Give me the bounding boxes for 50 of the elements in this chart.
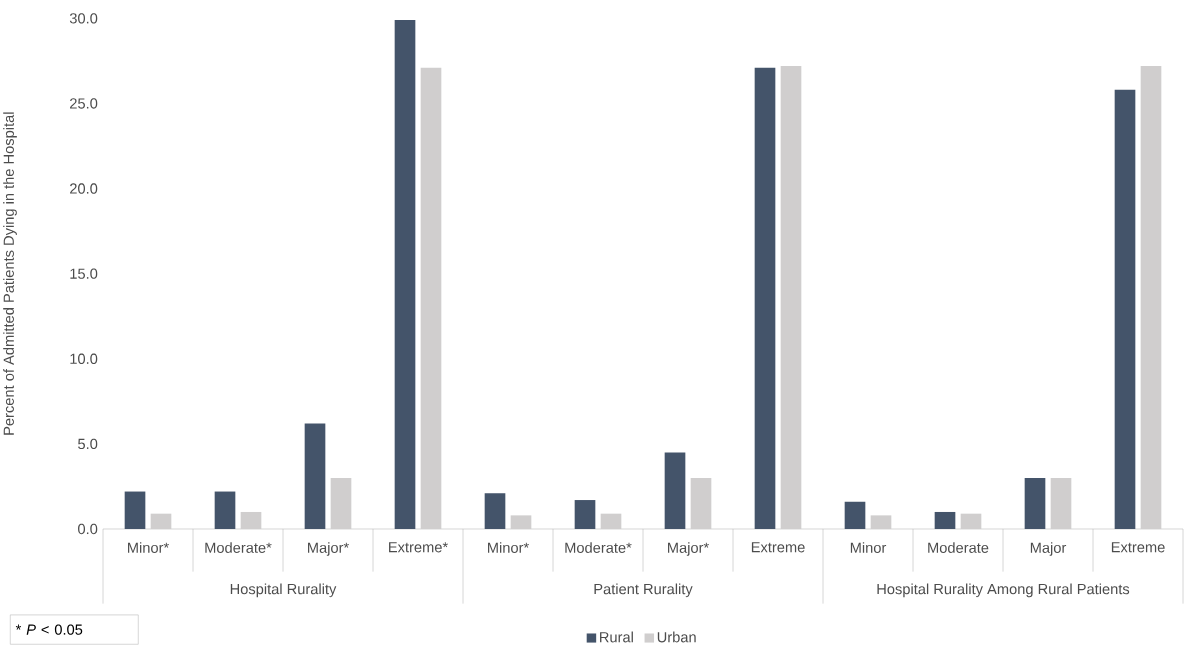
bar xyxy=(1024,477,1046,529)
bar xyxy=(420,67,442,529)
bar xyxy=(484,493,506,529)
y-tick-label: 20.0 xyxy=(70,183,98,194)
bar xyxy=(1140,65,1162,529)
x-tick-label: Major* xyxy=(308,542,349,556)
y-tick-label: 15.0 xyxy=(70,268,98,279)
text: *P < 0.05 xyxy=(15,624,83,635)
x-tick-label: Minor xyxy=(850,542,887,553)
bar xyxy=(690,477,712,529)
text: Hospital Rurality Among Rural Patients xyxy=(877,583,1130,598)
bar xyxy=(780,65,802,529)
bar xyxy=(870,515,892,529)
bar xyxy=(574,500,596,529)
x-tick-label: Major xyxy=(1030,542,1067,556)
y-tick-label: 5.0 xyxy=(78,438,98,450)
bar xyxy=(330,477,352,529)
x-tick-label: Minor* xyxy=(488,542,529,553)
bar xyxy=(394,20,416,529)
bar xyxy=(124,491,146,529)
x-tick-label: Extreme xyxy=(1111,542,1165,553)
bar xyxy=(664,452,686,529)
text: Patient Rurality xyxy=(594,583,693,598)
y-axis-title: Percent of Admitted Patients Dying in the Hospital xyxy=(3,112,17,435)
legend-label: Urban xyxy=(657,631,696,643)
y-tick-label: 25.0 xyxy=(70,98,98,109)
bar xyxy=(960,513,982,529)
bar xyxy=(510,515,532,529)
bar xyxy=(754,67,776,529)
bar xyxy=(1114,89,1136,529)
x-tick-label: Moderate xyxy=(928,542,989,553)
bar xyxy=(214,491,236,529)
bar xyxy=(844,501,866,529)
text: Hospital Rurality xyxy=(230,583,337,598)
y-tick-label: 30.0 xyxy=(69,13,98,24)
x-tick-label: Extreme* xyxy=(389,542,448,553)
x-tick-label: Extreme xyxy=(751,542,805,553)
bar xyxy=(934,511,956,529)
x-tick-label: Minor* xyxy=(128,542,169,553)
legend-label: Rural xyxy=(600,631,633,643)
bar xyxy=(304,423,326,529)
y-tick-label: 0.0 xyxy=(78,523,98,535)
x-tick-label: Moderate* xyxy=(205,542,272,553)
y-tick-label: 10.0 xyxy=(70,353,98,364)
bar xyxy=(240,511,262,529)
bar xyxy=(600,513,622,529)
bar xyxy=(150,513,172,529)
x-tick-label: Major* xyxy=(668,542,709,556)
bar xyxy=(1050,477,1072,529)
x-tick-label: Moderate* xyxy=(565,542,632,553)
